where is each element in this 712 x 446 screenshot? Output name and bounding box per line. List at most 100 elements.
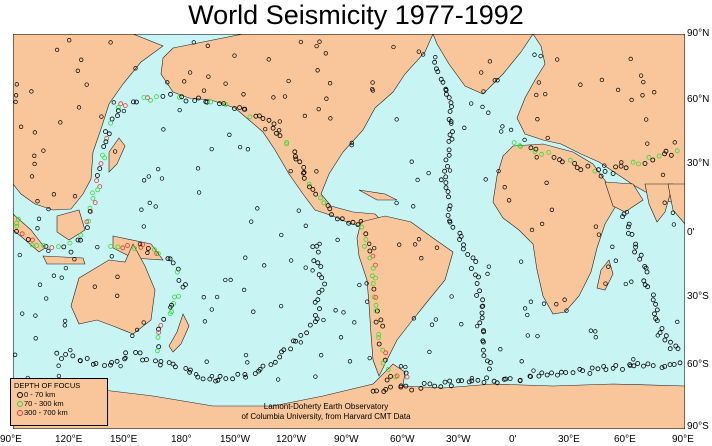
quake-marker bbox=[78, 232, 84, 238]
quake-marker bbox=[103, 129, 108, 134]
quake-marker bbox=[563, 370, 569, 375]
quake-marker bbox=[302, 113, 308, 119]
quake-marker bbox=[427, 349, 432, 355]
quake-marker bbox=[319, 353, 324, 358]
quake-marker bbox=[629, 279, 634, 284]
quake-marker bbox=[473, 259, 479, 264]
quake-marker bbox=[217, 373, 223, 379]
quake-marker bbox=[447, 168, 453, 173]
quake-marker bbox=[268, 362, 274, 368]
quake-marker bbox=[650, 157, 656, 163]
quake-marker bbox=[37, 282, 43, 287]
quake-marker bbox=[449, 294, 454, 299]
quake-marker bbox=[507, 376, 513, 382]
quake-marker bbox=[121, 108, 127, 114]
asia-west bbox=[13, 34, 164, 211]
quake-marker bbox=[499, 129, 504, 134]
quake-marker bbox=[476, 274, 481, 280]
quake-marker bbox=[486, 110, 491, 115]
quake-marker bbox=[314, 243, 320, 249]
quake-marker bbox=[109, 116, 115, 122]
quake-marker bbox=[656, 153, 662, 159]
quake-marker bbox=[574, 165, 580, 171]
quake-marker bbox=[115, 293, 120, 298]
quake-marker bbox=[446, 147, 452, 153]
quake-marker bbox=[577, 366, 583, 372]
quake-marker bbox=[56, 373, 62, 379]
quake-marker bbox=[319, 287, 325, 293]
quake-marker bbox=[603, 367, 609, 372]
quake-marker bbox=[13, 99, 18, 105]
legend-item-shallow: 0 - 70 km bbox=[11, 390, 107, 399]
quake-marker bbox=[610, 244, 615, 249]
quake-marker bbox=[469, 378, 475, 384]
quake-marker bbox=[279, 232, 284, 238]
quake-marker bbox=[46, 248, 51, 254]
quake-marker bbox=[641, 278, 647, 284]
quake-marker bbox=[640, 93, 645, 98]
quake-marker bbox=[654, 307, 660, 313]
quake-marker bbox=[659, 326, 665, 331]
quake-marker bbox=[62, 318, 68, 324]
lat-label-90s: 90°S bbox=[687, 421, 709, 432]
lon-label-150e: 150°E bbox=[110, 434, 138, 445]
quake-marker bbox=[562, 297, 567, 302]
quake-marker bbox=[266, 57, 271, 62]
lat-label-0: 0' bbox=[687, 227, 695, 238]
quake-marker bbox=[580, 368, 585, 374]
quake-marker bbox=[301, 169, 307, 175]
quake-marker bbox=[161, 127, 166, 132]
quake-marker bbox=[154, 94, 159, 100]
quake-marker bbox=[25, 237, 31, 242]
quake-marker bbox=[214, 294, 220, 300]
quake-marker bbox=[349, 140, 354, 146]
quake-marker bbox=[90, 361, 96, 367]
quake-marker bbox=[307, 184, 312, 190]
quake-marker bbox=[363, 231, 369, 237]
quake-marker bbox=[554, 302, 559, 307]
quake-marker bbox=[462, 125, 467, 130]
quake-marker bbox=[370, 88, 376, 93]
quake-marker bbox=[70, 353, 76, 359]
quake-marker bbox=[532, 149, 538, 155]
quake-marker bbox=[446, 206, 452, 212]
quake-marker bbox=[292, 154, 298, 159]
quake-marker bbox=[495, 78, 500, 83]
quake-marker bbox=[383, 350, 389, 356]
lon-label-150w: 150°W bbox=[220, 434, 251, 445]
lat-label-30s: 30°S bbox=[687, 291, 709, 302]
quake-marker bbox=[536, 373, 542, 379]
quake-marker bbox=[122, 103, 128, 108]
quake-marker bbox=[165, 256, 171, 262]
quake-marker bbox=[370, 80, 375, 85]
quake-marker bbox=[165, 80, 170, 85]
quake-marker bbox=[196, 95, 201, 101]
quake-marker bbox=[394, 117, 399, 122]
quake-marker bbox=[433, 317, 439, 322]
quake-marker bbox=[204, 359, 209, 364]
quake-marker bbox=[29, 242, 35, 248]
quake-marker bbox=[546, 150, 552, 155]
quake-marker bbox=[469, 101, 474, 106]
quake-marker bbox=[457, 237, 463, 242]
quake-marker bbox=[306, 181, 312, 187]
quake-marker bbox=[373, 294, 379, 300]
quake-marker bbox=[446, 139, 452, 144]
quake-marker bbox=[243, 352, 249, 358]
quake-marker bbox=[235, 371, 241, 377]
quake-marker bbox=[97, 166, 103, 172]
quake-marker bbox=[51, 192, 57, 197]
quake-marker bbox=[277, 119, 282, 124]
quake-marker bbox=[241, 92, 246, 97]
quake-marker bbox=[559, 159, 565, 165]
quake-marker bbox=[373, 275, 378, 281]
quake-marker bbox=[282, 94, 288, 99]
quake-marker bbox=[443, 91, 449, 97]
legend-marker-black bbox=[17, 392, 23, 398]
quake-marker bbox=[44, 296, 49, 301]
quake-marker bbox=[134, 327, 140, 333]
quake-marker bbox=[598, 173, 604, 179]
quake-marker bbox=[338, 335, 344, 340]
quake-marker bbox=[175, 266, 181, 272]
lon-label-120w: 120°W bbox=[276, 434, 307, 445]
